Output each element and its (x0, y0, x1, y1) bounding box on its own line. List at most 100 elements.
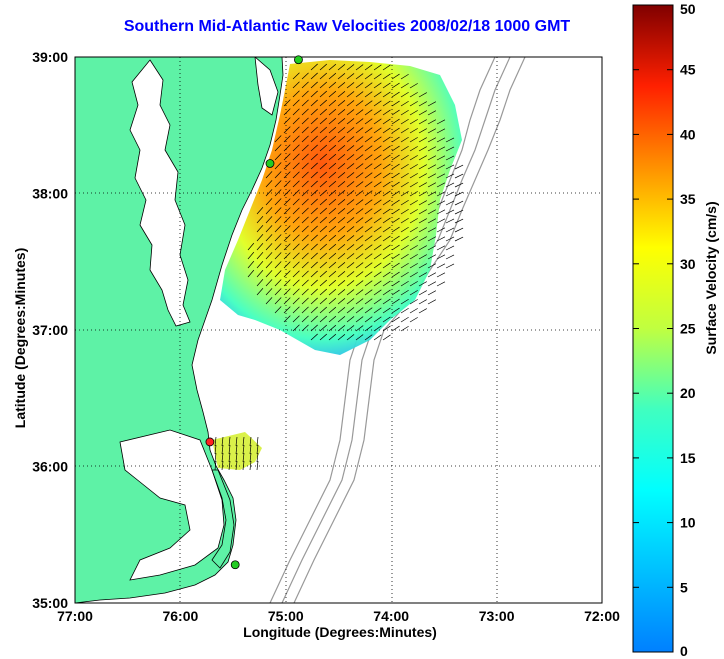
x-tick-label: 72:00 (584, 608, 620, 624)
velocity-vector (373, 109, 382, 116)
velocity-vector (355, 127, 364, 134)
velocity-vector (319, 243, 327, 251)
grid (75, 57, 602, 603)
velocity-vector (346, 244, 355, 251)
velocity-vector (346, 100, 355, 107)
velocity-vector (346, 127, 355, 134)
velocity-vector (400, 100, 409, 107)
velocity-vector (328, 171, 337, 179)
velocity-vector (319, 144, 327, 152)
velocity-vector (274, 288, 282, 296)
velocity-vector (346, 217, 355, 224)
velocity-vector (256, 270, 264, 278)
velocity-vector (292, 288, 300, 296)
velocity-vector (409, 173, 418, 179)
velocity-vector (427, 272, 437, 278)
velocity-vector (400, 289, 409, 296)
velocity-vector (391, 73, 400, 80)
velocity-vector (235, 444, 238, 455)
velocity-vector (373, 217, 382, 224)
velocity-vector (337, 163, 346, 170)
x-tick-label: 76:00 (162, 608, 198, 624)
velocity-vector (373, 118, 382, 125)
velocity-vector (382, 64, 391, 71)
velocity-vector (346, 208, 355, 215)
velocity-vector (292, 234, 300, 242)
velocity-vector (364, 289, 373, 296)
velocity-vector (409, 245, 418, 251)
velocity-vector (310, 126, 318, 134)
velocity-vector (265, 171, 273, 179)
velocity-vector (418, 146, 427, 152)
velocity-vector (346, 136, 355, 143)
velocity-vector (328, 270, 337, 278)
velocity-vector (373, 298, 382, 305)
velocity-vector (373, 181, 382, 188)
velocity-vector (310, 189, 318, 197)
velocity-vector (310, 135, 318, 143)
velocity-vector (265, 207, 273, 215)
velocity-vector (247, 269, 255, 278)
velocity-vector (319, 63, 327, 71)
velocity-vector (228, 452, 231, 463)
y-tick-label: 38:00 (32, 186, 68, 202)
x-axis-ticks: 77:00 76:00 75:00 74:00 73:00 72:00 (57, 608, 620, 624)
velocity-vector (337, 244, 346, 251)
velocity-vector (319, 333, 327, 341)
velocity-vector (355, 235, 364, 242)
velocity-vector (418, 245, 427, 251)
velocity-vector (319, 234, 327, 242)
velocity-vector (292, 81, 300, 89)
velocity-vector (355, 109, 364, 116)
velocity-vector (328, 216, 337, 224)
velocity-vector (445, 182, 455, 188)
velocity-vector (373, 154, 382, 161)
velocity-vector (445, 155, 455, 161)
velocity-vector (274, 162, 282, 170)
velocity-vector (382, 325, 391, 332)
velocity-vector (382, 118, 391, 125)
velocity-vector (418, 164, 427, 170)
velocity-vector (382, 190, 391, 197)
velocity-vector (373, 262, 382, 269)
velocity-vector (319, 306, 327, 314)
velocity-vector (328, 63, 337, 71)
velocity-vector (391, 118, 400, 125)
velocity-vector (283, 135, 291, 143)
velocity-vector (274, 198, 282, 206)
velocity-vector (346, 82, 355, 89)
velocity-vector (418, 236, 427, 242)
velocity-vector (409, 128, 418, 134)
velocity-vector (436, 245, 446, 251)
velocity-vector (436, 272, 446, 278)
velocity-vector (436, 164, 446, 170)
velocity-vector (373, 271, 382, 278)
velocity-vector (364, 334, 373, 341)
velocity-vector (310, 234, 318, 242)
velocity-vector (391, 172, 400, 179)
velocity-vector (301, 108, 309, 116)
velocity-vector (364, 136, 373, 143)
velocity-vector (382, 217, 391, 224)
velocity-vector (364, 190, 373, 197)
velocity-vector (364, 217, 373, 224)
velocity-vector (310, 297, 318, 305)
velocity-vector (292, 297, 300, 305)
outer-banks (211, 469, 235, 569)
velocity-vector (274, 243, 282, 251)
velocity-vector (400, 226, 409, 233)
velocity-vector (256, 252, 264, 260)
velocity-vector (310, 81, 318, 89)
colorbar-tick-label: 35 (680, 191, 696, 207)
velocity-vector (337, 280, 346, 287)
velocity-vector (346, 91, 355, 98)
velocity-vector (319, 90, 327, 98)
velocity-vector (391, 109, 400, 116)
colorbar-tick-label: 25 (680, 321, 696, 337)
velocity-vector (283, 216, 291, 224)
velocity-vector (337, 64, 346, 71)
velocity-vector (382, 154, 391, 161)
velocity-vector (391, 199, 400, 206)
velocity-vector (310, 63, 318, 71)
velocity-vector (256, 436, 259, 447)
